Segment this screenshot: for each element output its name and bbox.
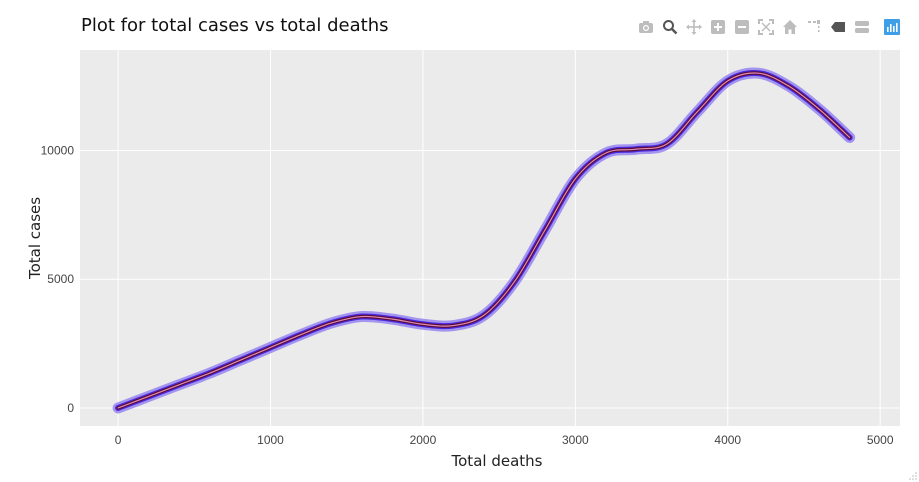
series-highlight xyxy=(117,72,851,409)
y-axis-title: Total cases xyxy=(26,197,44,280)
zoom-icon[interactable] xyxy=(661,18,679,36)
x-tick-label: 4000 xyxy=(714,433,741,447)
spike-lines-icon[interactable] xyxy=(805,18,823,36)
grid xyxy=(80,50,900,426)
home-icon[interactable] xyxy=(781,18,799,36)
pan-icon[interactable] xyxy=(685,18,703,36)
camera-icon[interactable] xyxy=(637,18,655,36)
x-axis-ticks: 0 1000 2000 3000 4000 5000 xyxy=(115,433,894,447)
y-tick-label: 10000 xyxy=(41,143,75,157)
hover-compare-icon[interactable] xyxy=(853,18,871,36)
x-tick-label: 5000 xyxy=(867,433,894,447)
resize-handle-icon[interactable] xyxy=(907,470,917,480)
x-tick-label: 0 xyxy=(115,433,122,447)
y-axis-ticks: 0 5000 10000 xyxy=(41,143,75,415)
plot-area[interactable] xyxy=(80,50,900,426)
chart-title: Plot for total cases vs total deaths xyxy=(81,15,389,36)
hover-closest-icon[interactable] xyxy=(829,18,847,36)
x-axis-title: Total deaths xyxy=(451,452,543,470)
zoom-out-icon[interactable] xyxy=(733,18,751,36)
zoom-in-icon[interactable] xyxy=(709,18,727,36)
y-tick-label: 5000 xyxy=(47,272,74,286)
modebar xyxy=(637,18,901,36)
plotly-logo-icon[interactable] xyxy=(883,18,901,36)
x-tick-label: 3000 xyxy=(562,433,589,447)
autoscale-icon[interactable] xyxy=(757,18,775,36)
series-layer xyxy=(112,67,856,414)
x-tick-label: 1000 xyxy=(257,433,284,447)
y-tick-label: 0 xyxy=(67,401,74,415)
x-tick-label: 2000 xyxy=(410,433,437,447)
